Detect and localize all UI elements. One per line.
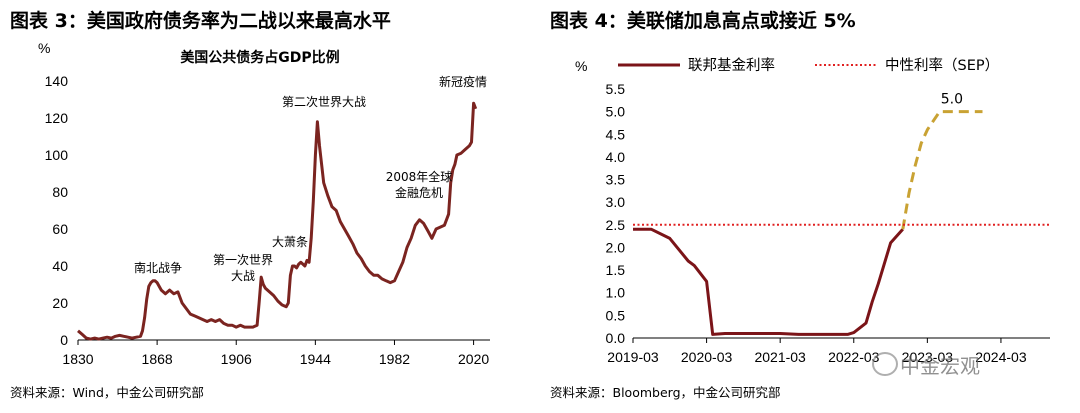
y-tick-label-0.5: 0.5 (606, 307, 626, 323)
left-figure-title: 图表 3：美国政府债务率为二战以来最高水平 (10, 10, 391, 32)
y-tick-label-0.0: 0.0 (606, 330, 626, 346)
y-tick-label-20: 20 (52, 295, 68, 311)
y-tick-label-2.5: 2.5 (606, 217, 626, 233)
x-tick-label-2024-03: 2024-03 (975, 349, 1027, 365)
y-tick-label-3.0: 3.0 (606, 194, 626, 210)
y-tick-label-3.5: 3.5 (606, 172, 626, 188)
y-tick-label-5.5: 5.5 (606, 81, 626, 97)
y-tick-label-40: 40 (52, 258, 68, 274)
debt-ratio-line (77, 101, 478, 341)
y-tick-label-4.0: 4.0 (606, 149, 626, 165)
y-tick-label-4.5: 4.5 (606, 126, 626, 142)
x-tick-label-2019-03: 2019-03 (607, 349, 659, 365)
y-axis-unit-label: % (575, 58, 587, 74)
y-tick-label-1.5: 1.5 (606, 262, 626, 278)
x-tick-label-2023-03: 2023-03 (902, 349, 954, 365)
annotation-2-line1: 大萧条 (272, 235, 308, 249)
right-source-note: 资料来源：Bloomberg，中金公司研究部 (550, 385, 781, 400)
annotation-0-line1: 南北战争 (134, 260, 182, 275)
left-figure-panel: 图表 3：美国政府债务率为二战以来最高水平 美国公共债务占GDP比例% 0 20 40… (0, 0, 530, 413)
series-line-0 (633, 227, 904, 336)
x-tick-label-1982: 1982 (379, 351, 410, 367)
peak-value-label: 5.0 (941, 92, 963, 108)
y-tick-label-120: 120 (45, 110, 69, 126)
x-tick-label-2020: 2020 (458, 351, 489, 367)
y-tick-label-80: 80 (52, 184, 68, 200)
x-tick-label-1830: 1830 (62, 351, 93, 367)
y-tick-label-0: 0 (60, 332, 68, 348)
annotation-3-line1: 第二次世界大战 (282, 95, 366, 109)
legend-label-fed-funds: 联邦基金利率 (688, 57, 775, 74)
annotation-5-line1: 新冠疫情 (439, 74, 487, 89)
right-figure-panel: 图表 4：美联储加息高点或接近 5% % 0.0 0.5 1.0 1.5 2.0 2.5 3.… (540, 0, 1080, 413)
wechat-icon (872, 352, 898, 376)
y-tick-label-1.0: 1.0 (606, 285, 626, 301)
annotation-1-line1: 第一次世界 (213, 253, 273, 267)
y-tick-label-140: 140 (45, 73, 69, 89)
x-tick-label-2021-03: 2021-03 (754, 349, 806, 365)
y-tick-label-2.0: 2.0 (606, 239, 626, 255)
left-chart-svg: 美国公共债务占GDP比例% 0 20 40 60 80 100 120 140 1830 1868 1… (38, 40, 490, 367)
x-tick-label-1906: 1906 (221, 351, 252, 367)
legend-label-neutral-rate: 中性利率（SEP） (885, 57, 999, 74)
x-tick-label-1944: 1944 (300, 351, 331, 367)
annotation-4-line1: 2008年全球 (386, 169, 453, 184)
y-tick-label-5.0: 5.0 (606, 104, 626, 120)
right-figure-title: 图表 4：美联储加息高点或接近 5% (550, 10, 856, 32)
series-line-1 (901, 110, 983, 230)
x-tick-label-1868: 1868 (142, 351, 173, 367)
y-tick-label-60: 60 (52, 221, 68, 237)
annotation-1-line2: 大战 (231, 269, 255, 283)
watermark-text: 中金宏观 (900, 354, 980, 378)
y-axis-unit-label: % (38, 40, 50, 56)
chart-title: 美国公共债务占GDP比例 (180, 49, 339, 66)
left-source-note: 资料来源：Wind，中金公司研究部 (10, 385, 204, 400)
x-tick-label-2022-03: 2022-03 (828, 349, 880, 365)
x-tick-label-2020-03: 2020-03 (681, 349, 733, 365)
right-chart-svg: % 0.0 0.5 1.0 1.5 2.0 2.5 3.0 3.5 4.0 4.5 5.0 5.5 201… (575, 57, 1050, 365)
y-tick-label-100: 100 (45, 147, 69, 163)
annotation-4-line2: 金融危机 (395, 185, 443, 200)
